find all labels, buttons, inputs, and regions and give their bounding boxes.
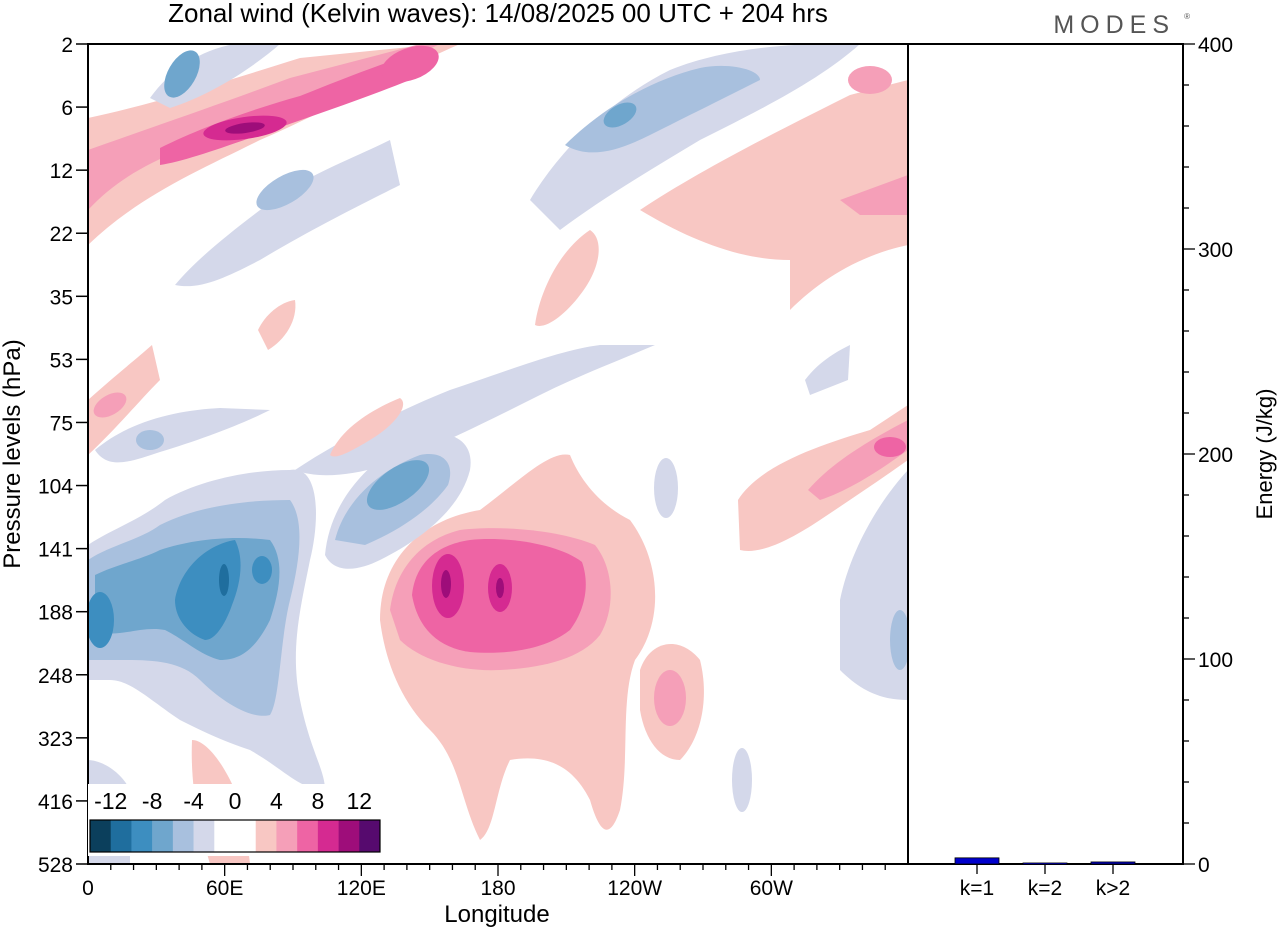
y-tick-label: 104 (38, 476, 73, 499)
contour-field (88, 44, 908, 864)
contour-neg-left-mid (95, 408, 270, 463)
contour-neg-upper-right-mid (565, 65, 760, 153)
colorbar-label: 8 (311, 788, 324, 814)
colorbar-swatch (297, 820, 319, 852)
energy-axis: 0 100 200 300 400 (1183, 34, 1233, 877)
colorbar-label: 4 (270, 788, 283, 814)
energy-bar (1090, 861, 1136, 865)
contour-pos-core-east-max (496, 578, 504, 598)
contour-neg-main-core-west (88, 592, 114, 648)
contour-neg-lower-strat-core (256, 169, 314, 211)
energy-bars: k=1 k=2 k>2 (954, 857, 1136, 900)
contour-pos-right-trop-core (874, 437, 906, 457)
y-tick-label: 75 (50, 412, 73, 435)
energy-bar (1022, 862, 1068, 865)
y-tick-label: 12 (50, 160, 73, 183)
contour-pos-upper-right-top (848, 66, 892, 94)
bar-category-label: k=1 (960, 877, 994, 900)
contour-neg-main-core-max (219, 564, 229, 596)
contour-neg-upper-right (530, 44, 860, 230)
y-tick-label: 6 (61, 97, 73, 120)
y-tick-label: 53 (50, 349, 73, 372)
contour-pos-mid-blob (330, 398, 404, 457)
contour-neg-upper-right-core (603, 102, 637, 128)
contour-neg-upper-left-core (164, 50, 200, 98)
bar-panel-frame (907, 43, 1184, 865)
contour-pos-small-blob (258, 300, 296, 350)
x-tick-label: 60W (750, 877, 793, 900)
colorbar-label: 12 (346, 788, 372, 814)
contour-neg-left-mid-core (136, 430, 164, 450)
contour-pos-left-mid-core (93, 392, 127, 418)
x-axis-title: Longitude (444, 901, 549, 928)
colorbar-swatch (359, 820, 381, 852)
colorbar-swatch (235, 820, 257, 852)
contour-pos-upper-right-band (640, 80, 908, 310)
longitude-axis: 0 60E 120E 180 120W 60W (82, 864, 886, 900)
y-tick-label: 323 (38, 728, 73, 751)
colorbar-label: -8 (142, 788, 162, 814)
x-tick-label: 60E (206, 877, 243, 900)
contour-pos-upper-right-core (381, 45, 439, 83)
y-axis-title: Pressure levels (hPa) (0, 339, 26, 568)
colorbar-swatch (338, 820, 360, 852)
contour-neg-small-blob (654, 458, 678, 518)
colorbar-swatch (152, 820, 174, 852)
y-tick-label: 188 (38, 602, 73, 625)
chart-title: Zonal wind (Kelvin waves): 14/08/2025 00… (168, 0, 828, 28)
contour-pos-core-west-max (441, 570, 451, 598)
contour-neg-right-mid (805, 345, 850, 395)
colorbar-swatch (90, 820, 112, 852)
y-tick-label: 528 (38, 854, 73, 877)
y-tick-label: 248 (38, 665, 73, 688)
energy-axis-title: Energy (J/kg) (1252, 389, 1277, 520)
energy-tick-label: 300 (1198, 239, 1233, 262)
energy-tick-label: 0 (1198, 854, 1210, 877)
x-tick-label: 120E (337, 877, 386, 900)
contour-neg-main-core-east (252, 556, 272, 584)
energy-tick-label: 400 (1198, 34, 1233, 57)
y-tick-label: 416 (38, 791, 73, 814)
colorbar-swatch (110, 820, 132, 852)
contour-neg-right-trop-core (890, 610, 908, 670)
colorbar-label: -12 (94, 788, 127, 814)
logo-registered-mark: ® (1184, 12, 1190, 21)
y-tick-label: 141 (38, 539, 73, 562)
contour-neg-lower-strat-band (175, 140, 400, 287)
y-tick-label: 2 (61, 34, 73, 57)
contour-neg-mid-long-band (295, 345, 655, 476)
y-tick-label: 35 (50, 286, 73, 309)
x-tick-label: 180 (480, 877, 515, 900)
colorbar-label: 0 (229, 788, 242, 814)
colorbar-frame (89, 819, 381, 853)
colorbar: -12 -8 -4 0 4 8 12 (88, 784, 382, 856)
colorbar-swatch (214, 820, 236, 852)
colorbar-swatch (255, 820, 277, 852)
colorbar-swatch (317, 820, 339, 852)
colorbar-swatch (193, 820, 215, 852)
colorbar-swatch (276, 820, 298, 852)
x-tick-label: 0 (82, 877, 94, 900)
colorbar-swatch (172, 820, 194, 852)
contour-pos-upper-right-band-mid (840, 175, 908, 215)
contour-pos-mid-upper-blob (535, 230, 599, 326)
colorbar-swatch (131, 820, 153, 852)
contour-neg-secondary-core (366, 460, 430, 510)
modes-logo: MODES (1053, 11, 1175, 39)
energy-bar (954, 857, 1000, 865)
y-tick-label: 22 (50, 223, 73, 246)
colorbar-label: -4 (183, 788, 204, 814)
pressure-axis: 2 6 12 22 35 53 75 104 141 188 248 323 416 528 (38, 34, 88, 877)
bar-category-label: k=2 (1028, 877, 1062, 900)
x-tick-label: 120W (607, 877, 662, 900)
bar-category-label: k>2 (1096, 877, 1130, 900)
contour-pos-eastern-tail-core (654, 670, 686, 726)
contour-pos-upper-core-max (225, 122, 265, 134)
contour-neg-thin-blob (732, 748, 752, 812)
energy-tick-label: 200 (1198, 444, 1233, 467)
energy-tick-label: 100 (1198, 649, 1233, 672)
